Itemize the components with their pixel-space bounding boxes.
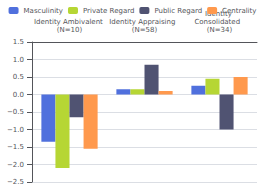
svg-text:Masculinity: Masculinity (24, 7, 63, 15)
svg-text:−2.0: −2.0 (7, 161, 24, 169)
svg-text:Identity Ambivalent: Identity Ambivalent (34, 18, 105, 26)
svg-text:1.0: 1.0 (13, 56, 24, 64)
svg-text:Centrality: Centrality (222, 7, 256, 15)
svg-text:−0.5: −0.5 (7, 108, 24, 116)
svg-text:0.0: 0.0 (13, 91, 24, 99)
svg-text:(N=10): (N=10) (57, 26, 83, 34)
svg-text:1.5: 1.5 (13, 38, 24, 46)
svg-text:Consolidated: Consolidated (194, 18, 244, 26)
svg-text:(N=34): (N=34) (207, 26, 233, 34)
svg-text:−1.5: −1.5 (7, 143, 24, 151)
svg-text:Public Regard: Public Regard (154, 7, 202, 15)
svg-text:−1.0: −1.0 (7, 126, 24, 134)
svg-text:0.5: 0.5 (13, 73, 24, 81)
svg-text:Identity Appraising: Identity Appraising (109, 18, 180, 26)
svg-text:Private Regard: Private Regard (83, 7, 134, 15)
svg-text:(N=58): (N=58) (132, 26, 158, 34)
svg-text:−2.5: −2.5 (7, 178, 24, 186)
